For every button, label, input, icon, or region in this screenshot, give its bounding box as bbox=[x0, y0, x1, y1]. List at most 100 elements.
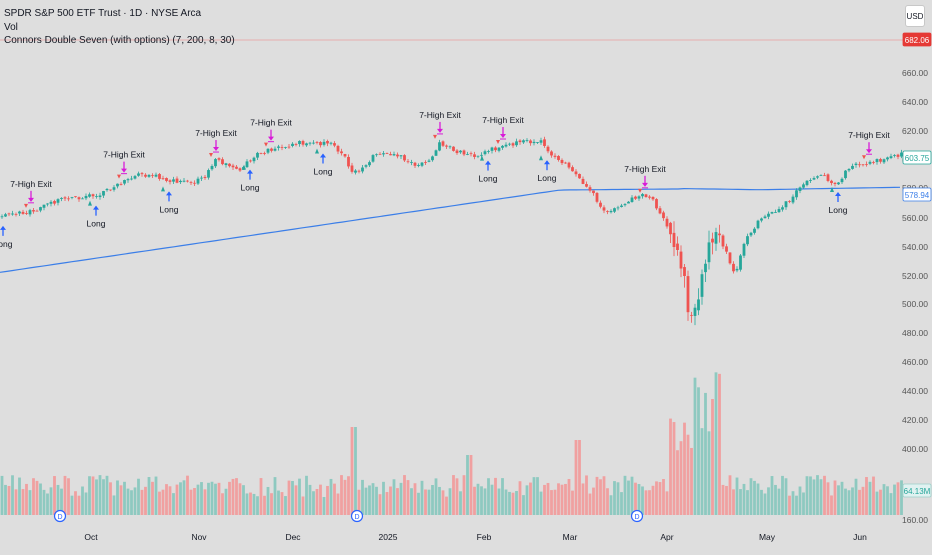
volume-bar bbox=[546, 482, 550, 515]
candle-body bbox=[459, 150, 462, 153]
candle-body bbox=[490, 147, 494, 151]
volume-bar bbox=[74, 491, 77, 515]
volume-legend[interactable]: Vol bbox=[4, 22, 18, 33]
volume-bar bbox=[770, 476, 774, 515]
volume-bar bbox=[875, 491, 879, 515]
volume-bar bbox=[525, 485, 529, 515]
long-arrowhead bbox=[166, 191, 172, 196]
candle-body bbox=[557, 156, 560, 160]
volume-bar bbox=[403, 475, 406, 515]
time-axis-label: Mar bbox=[563, 532, 578, 542]
candle-body bbox=[63, 197, 67, 199]
volume-bar bbox=[690, 447, 693, 515]
candle-body bbox=[728, 252, 732, 264]
candle-body bbox=[739, 255, 742, 270]
volume-bar bbox=[329, 478, 333, 515]
candle-body bbox=[455, 150, 459, 154]
volume-bar bbox=[476, 483, 480, 515]
candle-body bbox=[861, 164, 865, 166]
volume-bar bbox=[581, 483, 585, 515]
candle-body bbox=[889, 156, 893, 159]
candle-body bbox=[676, 243, 679, 250]
volume-bar bbox=[420, 480, 424, 515]
currency-button[interactable]: USD bbox=[905, 5, 925, 27]
volume-bar bbox=[277, 490, 280, 515]
volume-bar bbox=[672, 422, 676, 515]
candle-body bbox=[438, 142, 441, 151]
candle-body bbox=[844, 170, 847, 179]
volume-bar bbox=[235, 478, 238, 515]
volume-bar bbox=[879, 489, 882, 515]
volume-bar bbox=[788, 495, 791, 515]
candle-body bbox=[672, 232, 676, 248]
volume-bar bbox=[826, 482, 830, 515]
last-price-badge bbox=[902, 150, 932, 165]
candle-body bbox=[207, 170, 210, 178]
volume-bar bbox=[221, 493, 224, 515]
volume-bar bbox=[200, 482, 203, 515]
volume-bar bbox=[18, 477, 21, 515]
long-label: Long bbox=[160, 204, 179, 214]
volume-bar bbox=[844, 488, 847, 515]
volume-bar bbox=[812, 479, 816, 515]
candle-body bbox=[28, 210, 32, 215]
candle-body bbox=[627, 201, 630, 204]
candle-body bbox=[217, 158, 221, 160]
volume-bar bbox=[441, 490, 445, 515]
candle-body bbox=[102, 191, 105, 196]
candle-body bbox=[770, 212, 774, 214]
price-axis-label: 420.00 bbox=[902, 415, 928, 425]
volume-bar bbox=[438, 486, 441, 515]
candle-body bbox=[641, 194, 644, 197]
price-axis-label: 540.00 bbox=[902, 242, 928, 252]
exit-triangle bbox=[862, 155, 866, 160]
volume-bar bbox=[739, 489, 742, 515]
candle-body bbox=[574, 171, 578, 175]
candle-body bbox=[595, 192, 599, 202]
candle-body bbox=[298, 141, 301, 145]
candle-body bbox=[280, 147, 284, 148]
volume-bar bbox=[81, 486, 84, 515]
candle-body bbox=[872, 162, 875, 164]
candle-body bbox=[588, 187, 592, 191]
volume-bar bbox=[378, 494, 382, 515]
candle-body bbox=[245, 161, 249, 168]
candle-body bbox=[196, 178, 200, 184]
volume-bar bbox=[410, 488, 413, 515]
exit-arrowhead bbox=[268, 136, 274, 141]
candle-body bbox=[70, 197, 74, 198]
candle-body bbox=[592, 190, 595, 194]
candle-body bbox=[133, 176, 137, 179]
last-price-badge-text: 603.75 bbox=[905, 154, 930, 163]
volume-bar bbox=[399, 482, 403, 515]
price-axis-label: 520.00 bbox=[902, 271, 928, 281]
candle-body bbox=[893, 155, 896, 156]
candle-body bbox=[49, 201, 53, 204]
candle-body bbox=[616, 207, 620, 209]
volume-bar bbox=[256, 496, 259, 515]
volume-bar bbox=[483, 488, 487, 515]
strategy-legend[interactable]: Connors Double Seven (with options) (7, … bbox=[4, 35, 235, 46]
volume-bar bbox=[735, 477, 739, 515]
candle-body bbox=[480, 154, 483, 156]
candle-body bbox=[816, 176, 819, 178]
candle-body bbox=[578, 173, 581, 179]
symbol-title[interactable]: SPDR S&P 500 ETF Trust · 1D · NYSE Arca bbox=[4, 8, 202, 19]
candle-body bbox=[518, 140, 522, 143]
volume-bar bbox=[301, 496, 305, 515]
volume-bar bbox=[291, 480, 294, 515]
exit-label: 7-High Exit bbox=[624, 164, 666, 174]
volume-bar bbox=[700, 428, 704, 515]
candle-body bbox=[11, 213, 14, 215]
time-axis-label: Jun bbox=[853, 532, 867, 542]
candle-body bbox=[683, 267, 686, 277]
candle-body bbox=[819, 175, 823, 176]
volume-bar bbox=[707, 431, 711, 515]
candle-body bbox=[109, 189, 112, 191]
long-label: Long bbox=[241, 183, 260, 193]
volume-bar bbox=[7, 485, 11, 515]
volume-bar bbox=[340, 475, 343, 515]
volume-bar bbox=[658, 482, 662, 515]
